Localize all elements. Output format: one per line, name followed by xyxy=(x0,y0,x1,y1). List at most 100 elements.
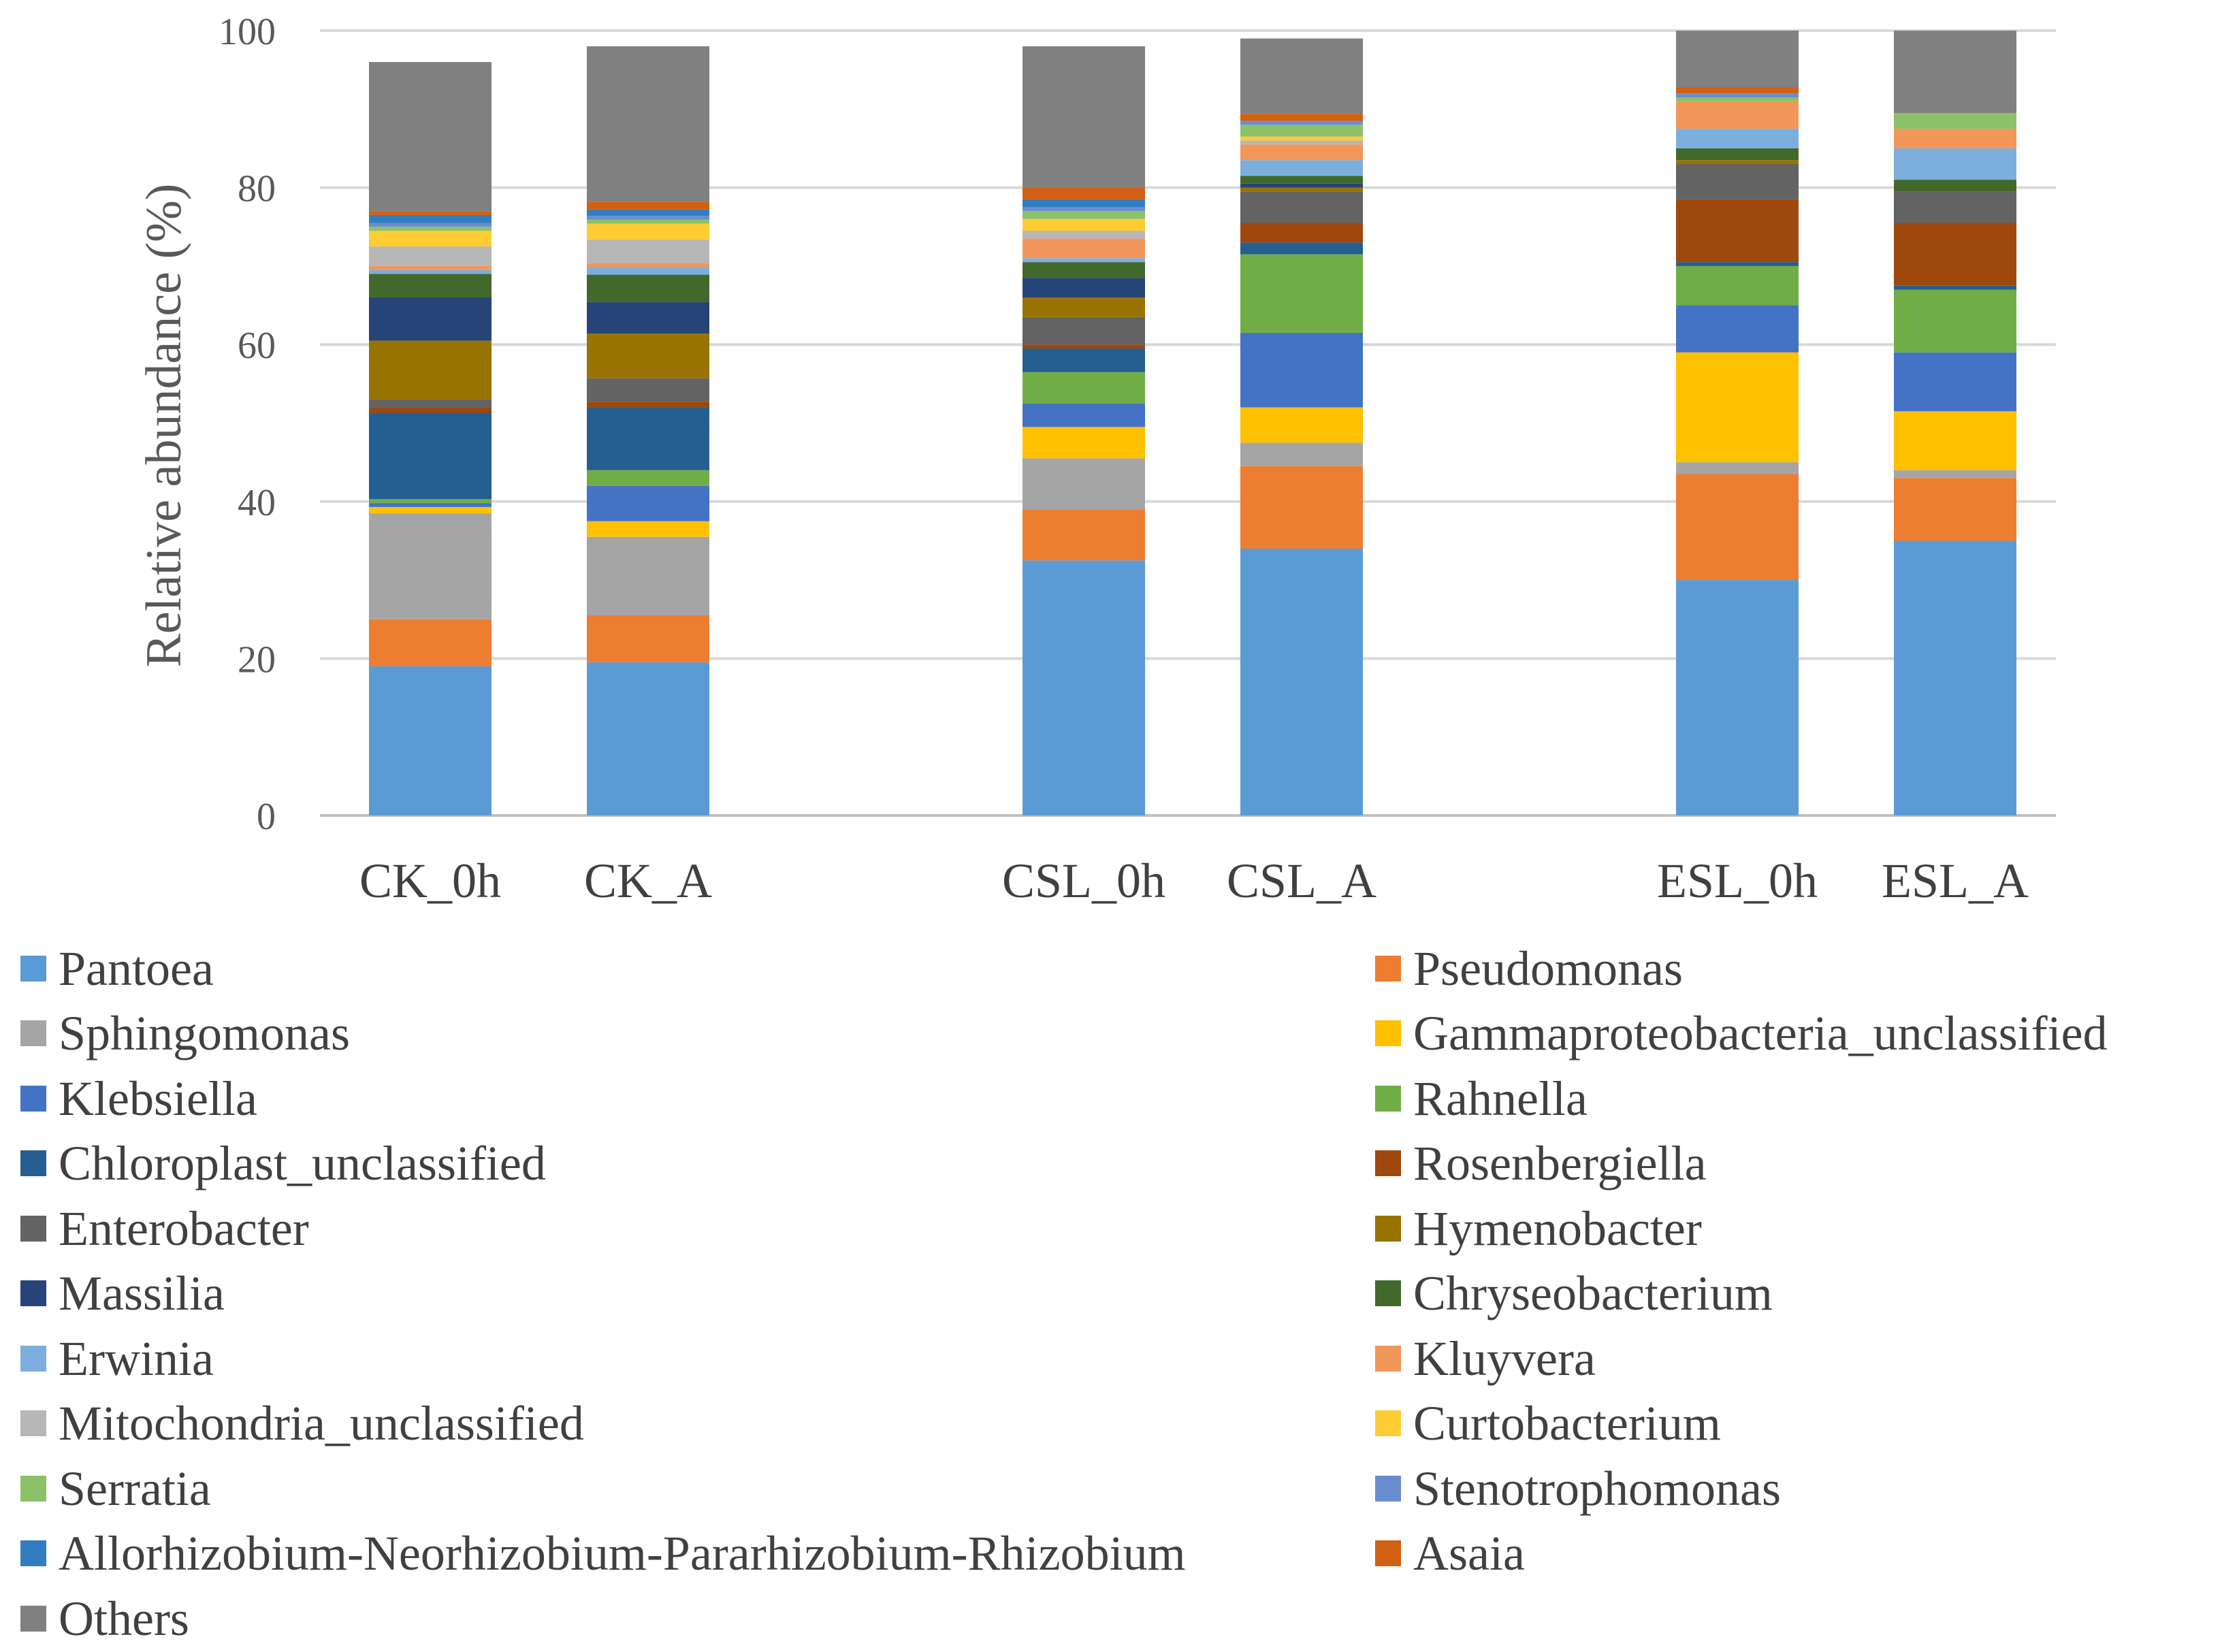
y-tick-label: 60 xyxy=(238,325,276,367)
bar-segment xyxy=(587,209,709,216)
bar-segment xyxy=(1676,97,1799,101)
bar-segment xyxy=(587,407,709,470)
bar-segment xyxy=(1240,136,1363,141)
legend-label: Massilia xyxy=(59,1266,225,1321)
legend-swatch xyxy=(1375,1280,1401,1307)
bar-segment xyxy=(1023,211,1145,219)
legend-swatch xyxy=(20,1410,46,1437)
bar-segment xyxy=(1023,317,1145,345)
bar-segment xyxy=(369,412,492,500)
bar-segment xyxy=(369,223,492,227)
bar-segment xyxy=(1240,120,1363,125)
bar-segment xyxy=(1240,38,1363,114)
legend-label: Stenotrophomonas xyxy=(1413,1461,1781,1516)
bar-segment xyxy=(1240,548,1363,815)
x-tick-label: CK_0h xyxy=(359,854,501,908)
bar-segment xyxy=(587,216,709,220)
legend-label: Others xyxy=(59,1591,189,1646)
bar-segment xyxy=(1023,427,1145,459)
bar-segment xyxy=(1240,466,1363,549)
y-tick-label: 40 xyxy=(238,482,276,524)
legend-item: Hymenobacter xyxy=(1375,1196,2219,1261)
bar-segment xyxy=(1894,129,2016,148)
bar-segment xyxy=(369,666,492,815)
x-tick-label: CK_A xyxy=(584,854,712,908)
legend-swatch xyxy=(1375,1215,1401,1242)
bar-segment xyxy=(587,201,709,210)
bar-segment xyxy=(369,274,492,298)
legend-label: Pantoea xyxy=(59,941,214,996)
legend-label: Allorhizobium-Neorhizobium-Pararhizobium… xyxy=(59,1526,1186,1581)
legend-swatch xyxy=(1375,1020,1401,1047)
legend-label: Mitochondria_unclassified xyxy=(59,1396,584,1451)
legend-swatch xyxy=(20,1475,46,1502)
bar-segment xyxy=(1894,285,2016,290)
legend-swatch xyxy=(1375,1540,1401,1567)
legend-item: Klebsiella xyxy=(20,1066,1375,1131)
legend-label: Hymenobacter xyxy=(1413,1201,1702,1256)
bar-segment xyxy=(1240,407,1363,443)
bar-segment xyxy=(1676,265,1799,306)
bar-segment xyxy=(1240,114,1363,121)
bar-segment xyxy=(369,211,492,215)
bar-segment xyxy=(369,399,492,408)
legend-item: Erwinia xyxy=(20,1326,1375,1391)
legend-item: Stenotrophomonas xyxy=(1375,1456,2219,1521)
bar-segment xyxy=(1240,125,1363,137)
bar-segment xyxy=(1023,403,1145,427)
stacked-bar-chart: 0 20 40 60 80 100 CK_0h CK_A CSL_0h CSL_A ESL_0h E… xyxy=(136,11,2056,908)
bar-segment xyxy=(369,297,492,341)
legend-label: Rahnella xyxy=(1413,1071,1588,1126)
legend-label: Asaia xyxy=(1413,1526,1525,1581)
bar-segment xyxy=(1240,191,1363,223)
bar-segment xyxy=(1240,254,1363,333)
bar-segment xyxy=(1894,180,2016,192)
bar-ESL_A xyxy=(1894,31,2016,815)
bar-segment xyxy=(1676,462,1799,474)
bar-segment xyxy=(1023,262,1145,278)
legend-label: Erwinia xyxy=(59,1331,214,1386)
legend-swatch xyxy=(20,1085,46,1112)
bar-segment xyxy=(369,227,492,231)
bar-segment xyxy=(1894,223,2016,286)
legend-label: Klebsiella xyxy=(59,1071,257,1126)
bar-segment xyxy=(1023,297,1145,317)
bar-segment xyxy=(587,485,709,521)
bar-segment xyxy=(1894,478,2016,541)
legend-label: Rosenbergiella xyxy=(1413,1136,1707,1191)
bar-segment xyxy=(1240,176,1363,184)
bar-segment xyxy=(1023,46,1145,188)
bar-segment xyxy=(1676,31,1799,88)
bar-segment xyxy=(1023,560,1145,815)
bar-segment xyxy=(1240,242,1363,255)
legend-item: Chryseobacterium xyxy=(1375,1261,2219,1327)
bar-segment xyxy=(1023,199,1145,208)
legend-swatch xyxy=(1375,1345,1401,1372)
legend-swatch xyxy=(1375,1410,1401,1437)
legend-item: Gammaproteobacteria_unclassified xyxy=(1375,1001,2219,1067)
bar-segment xyxy=(587,274,709,302)
bar-segment xyxy=(587,334,709,378)
bar-segment xyxy=(1676,87,1799,94)
bar-segment xyxy=(1023,348,1145,372)
bar-segment xyxy=(369,231,492,247)
legend-swatch xyxy=(20,1020,46,1047)
legend-label: Gammaproteobacteria_unclassified xyxy=(1413,1006,2108,1061)
bar-segment xyxy=(369,340,492,400)
legend-swatch xyxy=(1375,1475,1401,1502)
bar-segment xyxy=(1676,305,1799,353)
x-tick-label: ESL_0h xyxy=(1657,854,1818,908)
y-axis-label: Relative abundance (%) xyxy=(136,184,192,668)
legend-label: Serratia xyxy=(59,1461,211,1516)
bar-segment xyxy=(1676,352,1799,463)
legend-item: Sphingomonas xyxy=(20,1001,1375,1067)
x-tick-label: ESL_A xyxy=(1882,854,2029,908)
legend-swatch xyxy=(20,1280,46,1307)
bar-segment xyxy=(1023,344,1145,349)
bar-segment xyxy=(1240,140,1363,145)
bar-segment xyxy=(369,407,492,413)
y-tick-label: 0 xyxy=(257,796,276,838)
legend-item: Kluyvera xyxy=(1375,1326,2219,1391)
y-tick-label: 80 xyxy=(238,168,276,210)
bar-segment xyxy=(1023,458,1145,510)
